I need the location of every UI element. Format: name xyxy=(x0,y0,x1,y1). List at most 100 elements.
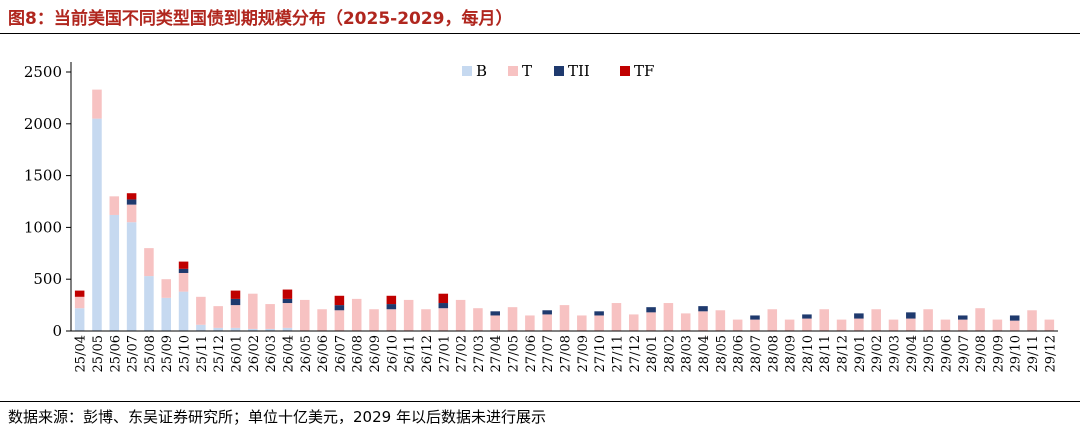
bar-t xyxy=(958,319,968,331)
bar-b xyxy=(126,222,137,331)
bar-t xyxy=(144,248,154,277)
bar-t xyxy=(317,309,327,331)
x-tick-label: 29/01 xyxy=(853,335,868,372)
bar-t xyxy=(161,279,171,298)
bar-t xyxy=(906,318,916,331)
bar-t xyxy=(74,296,85,309)
bar-t xyxy=(542,314,552,331)
bar-t xyxy=(126,204,137,223)
x-tick-label: 28/06 xyxy=(732,335,747,372)
x-tick-label: 29/09 xyxy=(991,335,1006,372)
x-tick-label: 26/06 xyxy=(316,335,331,372)
legend-swatch-b xyxy=(462,66,472,76)
x-tick-label: 25/04 xyxy=(74,335,89,372)
bar-t xyxy=(265,304,275,329)
bar-b xyxy=(109,214,120,331)
bar-b xyxy=(282,327,293,331)
bar-tii xyxy=(698,306,708,312)
bar-tf xyxy=(386,295,397,305)
x-tick-label: 27/12 xyxy=(628,335,643,372)
bar-t xyxy=(351,298,362,331)
bar-tii xyxy=(906,312,916,319)
bar-tii xyxy=(178,268,189,273)
x-tick-label: 25/06 xyxy=(108,335,123,372)
bar-t xyxy=(473,308,483,331)
bar-t xyxy=(680,313,691,331)
x-tick-label: 26/08 xyxy=(351,335,366,372)
x-tick-label: 26/01 xyxy=(230,335,245,372)
x-tick-label: 29/03 xyxy=(888,335,903,372)
bar-tii xyxy=(802,314,812,319)
bar-t xyxy=(611,303,622,331)
top-rule xyxy=(0,33,1080,34)
bar-tf xyxy=(126,193,137,200)
bar-t xyxy=(629,314,639,331)
bar-tii xyxy=(438,303,449,309)
bar-b xyxy=(92,118,102,332)
bar-t xyxy=(230,305,241,328)
source-note: 数据来源：彭博、东吴证券研究所；单位十亿美元，2029 年以后数据未进行展示 xyxy=(8,408,546,426)
bar-t xyxy=(109,196,120,215)
bar-t xyxy=(871,309,881,331)
bar-tf xyxy=(334,295,345,306)
y-axis: 0 500 1000 1500 2000 2500 xyxy=(24,62,72,340)
bar-tii xyxy=(750,315,760,320)
x-tick-label: 28/08 xyxy=(766,335,781,372)
bar-t xyxy=(940,319,951,331)
x-tick-label: 28/01 xyxy=(645,335,660,372)
bar-tii xyxy=(594,311,604,316)
x-tick-label: 26/11 xyxy=(403,335,418,372)
x-tick-label: 29/04 xyxy=(905,335,920,372)
x-tick-label: 25/09 xyxy=(160,335,175,372)
x-tick-label: 27/07 xyxy=(541,335,556,372)
bar-b xyxy=(248,328,258,331)
bar-t xyxy=(802,318,812,331)
x-tick-label: 27/06 xyxy=(524,335,539,372)
legend-label-b: B xyxy=(476,62,487,80)
x-tick-label: 29/05 xyxy=(922,335,937,372)
bar-tii xyxy=(230,298,241,306)
y-tick-label: 1500 xyxy=(24,167,62,185)
bar-t xyxy=(525,315,535,331)
bar-t xyxy=(213,306,223,328)
bar-t xyxy=(923,309,933,331)
bar-tii xyxy=(542,310,552,315)
bottom-rule xyxy=(0,401,1080,402)
bar-t xyxy=(1009,320,1020,331)
bar-t xyxy=(698,311,708,331)
legend-label-tii: TII xyxy=(568,62,590,80)
x-tick-label: 28/03 xyxy=(680,335,695,372)
bar-t xyxy=(334,310,345,331)
x-tick-label: 29/10 xyxy=(1009,335,1024,372)
x-tick-label: 29/02 xyxy=(870,335,885,372)
figure-title: 图8：当前美国不同类型国债到期规模分布（2025-2029，每月） xyxy=(8,9,513,29)
x-tick-label: 29/07 xyxy=(957,335,972,372)
x-tick-label: 26/03 xyxy=(264,335,279,372)
x-tick-label: 27/04 xyxy=(489,335,504,372)
x-tick-label: 29/12 xyxy=(1043,335,1058,372)
bar-t xyxy=(732,319,743,331)
bar-tii xyxy=(282,298,293,304)
bar-tii xyxy=(126,199,137,205)
bar-b xyxy=(161,297,171,331)
bar-t xyxy=(455,299,466,331)
x-tick-label: 27/10 xyxy=(593,335,608,372)
x-tick-label: 27/05 xyxy=(507,335,522,372)
bar-tii xyxy=(1009,315,1020,321)
bar-t xyxy=(559,305,570,331)
bar-t xyxy=(854,318,864,331)
x-tick-label: 28/04 xyxy=(697,335,712,372)
bar-t xyxy=(888,319,899,331)
x-tick-label: 25/07 xyxy=(126,335,141,372)
x-tick-label: 27/01 xyxy=(437,335,452,372)
x-axis: 25/04 25/05 25/06 25/07 25/08 25/09 25/10 25/11… xyxy=(71,330,1058,372)
bar-t xyxy=(196,296,206,325)
legend-label-t: T xyxy=(522,62,532,80)
bar-b xyxy=(74,308,85,331)
bar-b xyxy=(196,324,206,331)
legend: B T TII TF xyxy=(462,62,654,80)
bar-t xyxy=(784,319,795,331)
bar-tii xyxy=(958,315,968,320)
x-tick-label: 25/08 xyxy=(143,335,158,372)
bar-b xyxy=(265,328,275,331)
